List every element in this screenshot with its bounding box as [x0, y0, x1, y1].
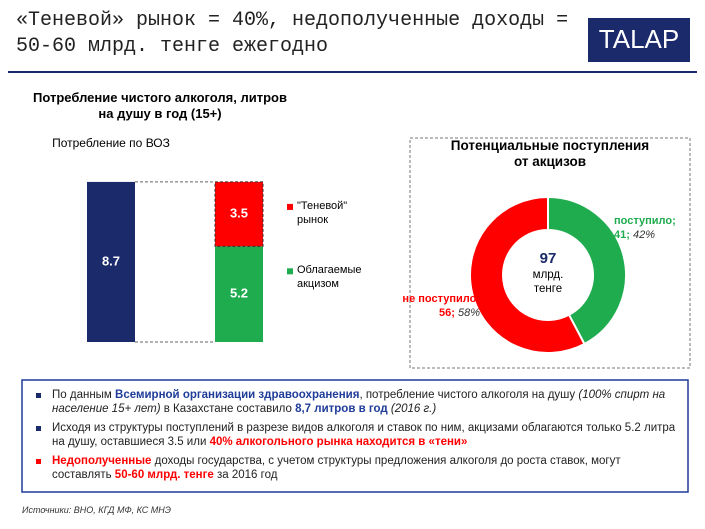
bullet-text: (2016 г.) — [390, 403, 437, 415]
bullet-text: Недополученные — [52, 455, 152, 467]
bullet: Недополученные доходы государства, с уче… — [30, 454, 680, 482]
category-label: Потребление по ВОЗ — [52, 136, 170, 150]
bar-value: 3.5 — [230, 206, 248, 221]
bullet-text: 8,7 литров в год — [295, 403, 388, 415]
donut-value: 56; — [439, 307, 455, 319]
source: Источники: ВНО, КГД МФ, КС МНЭ — [22, 505, 172, 515]
donut-category: не поступило; — [402, 293, 480, 305]
bar — [214, 181, 264, 247]
donut-share: 42% — [632, 229, 655, 241]
bullet-marker — [36, 459, 41, 464]
donut-category: поступило; — [614, 215, 676, 227]
slide-title: «Теневой» рынок = 40%, недополученные до… — [16, 9, 569, 58]
bullets: По данным Всемирной организации здравоох… — [30, 388, 680, 487]
donut-segment — [469, 195, 586, 354]
legend-label: Облагаемые акцизом — [297, 264, 362, 291]
legend-swatch — [287, 203, 293, 210]
logo: TALAP — [599, 24, 679, 54]
donut-total: 97 — [540, 250, 557, 267]
bar-chart-title: Потребление чистого алкоголя, литров на … — [33, 90, 287, 121]
donut-share: 58% — [457, 307, 480, 319]
bullets-frame — [21, 379, 689, 493]
donut-value: 41; — [614, 229, 630, 241]
bullet-marker — [36, 393, 41, 398]
donut-title: Потенциальные поступления от акцизов — [450, 138, 650, 169]
bullet-text: Исходя из структуры поступлений в разрез… — [52, 422, 676, 448]
donut-segment — [547, 195, 627, 346]
bullet-text: доходы государства, с учетом структуры п… — [52, 455, 621, 481]
bullet-text: (100% спирт на население 15+ лет) — [52, 389, 666, 415]
donut-values: 41; 42% — [614, 228, 694, 242]
donut-label: поступило; 41; 42% — [614, 214, 694, 242]
bullet-text: 50-60 млрд. тенге — [114, 469, 214, 481]
bullet-text: за 2016 год — [213, 469, 278, 481]
legend-swatch — [287, 268, 293, 275]
bullet-text: Всемирной организации здравоохранения — [115, 389, 360, 401]
bullet-text: По данным — [52, 389, 116, 401]
bullet: По данным Всемирной организации здравоох… — [30, 388, 680, 416]
bar-value: 5.2 — [230, 286, 248, 301]
donut-values: 56; 58% — [400, 306, 480, 320]
bullet-text: в Казахстане составило — [160, 403, 296, 415]
bar — [87, 181, 135, 342]
donut-label: не поступило; 56; 58% — [400, 292, 480, 320]
legend-label: "Теневой" рынок — [297, 199, 348, 226]
bar-value: 8.7 — [102, 253, 120, 268]
bullet-text: , потребление чистого алкоголя на душу — [359, 389, 579, 401]
bullet: Исходя из структуры поступлений в разрез… — [30, 421, 680, 449]
bullet-text: 40% алкогольного рынка находится в «тени… — [209, 436, 468, 448]
logo-box — [588, 18, 690, 62]
bullet-marker — [36, 426, 41, 431]
donut-frame — [409, 137, 691, 369]
bar — [215, 246, 263, 342]
donut-total-label: млрд. тенге — [532, 269, 564, 295]
